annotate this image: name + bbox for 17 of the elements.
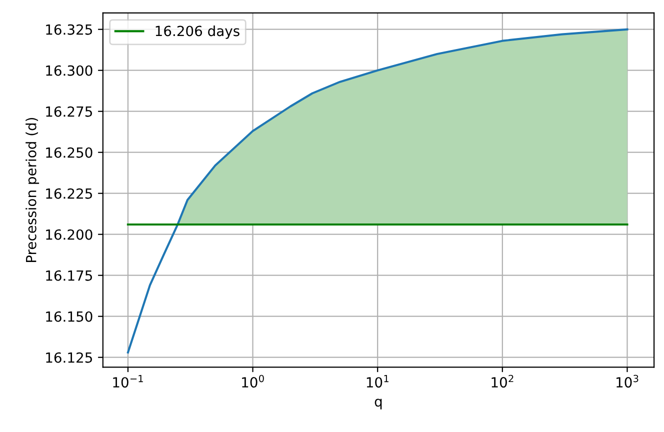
- x-tick-label: 10$^{−1}$: [113, 374, 143, 388]
- y-tick-label: 16.200: [46, 229, 92, 240]
- x-tick-label: 10$^{3}$: [616, 374, 638, 388]
- y-tick-label: 16.250: [46, 147, 92, 158]
- y-tick-label: 16.325: [46, 24, 92, 35]
- x-axis-title: q: [374, 398, 382, 410]
- y-tick-label: 16.225: [46, 188, 92, 199]
- x-tick-label: 10$^{1}$: [366, 374, 388, 388]
- x-tick-label: 10$^{2}$: [492, 374, 514, 388]
- y-tick-label: 16.300: [46, 65, 92, 76]
- y-tick-label: 16.275: [46, 106, 92, 117]
- y-tick-label: 16.175: [46, 270, 92, 281]
- y-axis-title: Precession period (d): [26, 118, 40, 262]
- y-tick-label: 16.150: [46, 311, 92, 322]
- y-tick-label: 16.125: [46, 352, 92, 363]
- legend-label: 16.206 days: [156, 25, 240, 39]
- x-tick-label: 10$^{0}$: [242, 374, 264, 388]
